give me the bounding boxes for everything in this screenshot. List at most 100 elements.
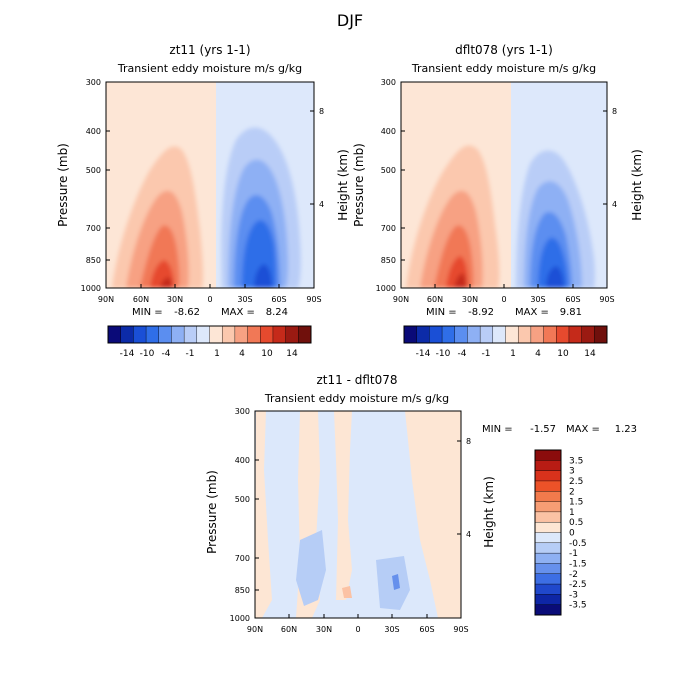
panel-title: zt11 (yrs 1-1) bbox=[169, 43, 250, 57]
colorbar-tick-label: 14 bbox=[286, 349, 298, 359]
x-tick-label: 0 bbox=[501, 295, 506, 304]
min-max-readout: MIN = -1.57 MAX = 1.23 bbox=[482, 424, 637, 435]
y-tick-label: 700 bbox=[86, 224, 101, 233]
colorbar-swatch bbox=[145, 325, 160, 344]
y-ticks-right: 8 4 bbox=[457, 437, 471, 539]
colorbar-tick-label: 0 bbox=[569, 529, 575, 539]
y-axis-label-right: Height (km) bbox=[630, 149, 644, 220]
y-tick-label-right: 4 bbox=[319, 200, 324, 209]
x-tick-label: 90S bbox=[599, 295, 614, 304]
min-label: MIN = bbox=[482, 424, 513, 435]
max-label: MAX = bbox=[221, 307, 255, 318]
x-tick-label: 30N bbox=[316, 625, 332, 634]
x-tick-label: 60S bbox=[565, 295, 580, 304]
colorbar-swatch bbox=[247, 325, 261, 344]
x-tick-label: 90N bbox=[247, 625, 263, 634]
y-ticks-right: 8 4 bbox=[310, 107, 324, 209]
colorbar-swatch bbox=[183, 325, 198, 344]
plot-area bbox=[401, 82, 607, 288]
x-tick-label: 60N bbox=[427, 295, 443, 304]
colorbar-swatch bbox=[133, 325, 147, 344]
colorbar-swatch bbox=[568, 325, 583, 344]
x-tick-label: 30N bbox=[167, 295, 183, 304]
x-tick-label: 0 bbox=[207, 295, 212, 304]
colorbar-tick-label: 0.5 bbox=[569, 518, 583, 528]
y-tick-label-right: 8 bbox=[612, 107, 617, 116]
y-tick-marks-right bbox=[310, 110, 314, 205]
y-tick-label: 850 bbox=[381, 256, 396, 265]
colorbar-swatch bbox=[534, 552, 562, 564]
y-tick-label: 300 bbox=[381, 78, 396, 87]
x-tick-label: 30S bbox=[530, 295, 545, 304]
colorbar-swatches bbox=[403, 325, 608, 344]
panel-title: dflt078 (yrs 1-1) bbox=[455, 43, 553, 57]
colorbar-swatch bbox=[298, 325, 312, 344]
colorbar-swatches bbox=[107, 325, 312, 344]
panel-difference: zt11 - dflt078 Transient eddy moisture m… bbox=[205, 373, 637, 634]
colorbar-swatch bbox=[107, 325, 122, 344]
x-tick-label: 30S bbox=[237, 295, 252, 304]
colorbar-swatch bbox=[534, 449, 562, 461]
y-ticks-left: 300 400 500 700 850 1000 bbox=[81, 78, 110, 293]
y-tick-label: 400 bbox=[381, 127, 396, 136]
x-tick-label: 90N bbox=[98, 295, 114, 304]
contour-neg-5 bbox=[546, 266, 564, 288]
colorbar-swatch bbox=[534, 573, 562, 585]
y-tick-marks bbox=[106, 81, 110, 289]
colorbar-tick-label: -4 bbox=[162, 349, 171, 359]
colorbar-swatches bbox=[534, 449, 562, 616]
colorbar: -14 -10 -4 -1 1 4 10 14 bbox=[107, 325, 312, 359]
y-ticks-right: 8 4 bbox=[603, 107, 617, 209]
max-value: 1.23 bbox=[615, 424, 637, 435]
min-value: -8.62 bbox=[174, 307, 200, 318]
colorbar-swatch bbox=[260, 325, 274, 344]
max-value: 9.81 bbox=[560, 307, 582, 318]
colorbar-tick-label: -3.5 bbox=[569, 601, 587, 611]
colorbar: -14 -10 -4 -1 1 4 10 14 bbox=[403, 325, 608, 359]
colorbar-swatch bbox=[534, 521, 562, 534]
colorbar-swatch bbox=[556, 325, 570, 344]
y-tick-label-right: 4 bbox=[466, 530, 471, 539]
colorbar-tick-label: -2.5 bbox=[569, 580, 587, 590]
colorbar-swatch bbox=[403, 325, 418, 344]
colorbar-swatch bbox=[120, 325, 134, 344]
y-tick-label: 1000 bbox=[81, 284, 101, 293]
colorbar-swatch bbox=[429, 325, 443, 344]
y-ticks-left: 300 400 500 700 850 1000 bbox=[230, 407, 259, 623]
y-tick-label: 700 bbox=[381, 224, 396, 233]
colorbar-swatch bbox=[479, 325, 494, 344]
panel-subtitle: Transient eddy moisture m/s g/kg bbox=[411, 62, 596, 75]
colorbar-tick-label: -14 bbox=[120, 349, 135, 359]
y-tick-label: 400 bbox=[235, 456, 250, 465]
colorbar-tick-label: -10 bbox=[140, 349, 155, 359]
y-tick-label: 500 bbox=[86, 166, 101, 175]
colorbar-swatch bbox=[534, 563, 562, 575]
band-pos-darker bbox=[342, 586, 352, 598]
y-tick-label: 500 bbox=[235, 495, 250, 504]
x-tick-label: 90S bbox=[306, 295, 321, 304]
colorbar-swatch bbox=[534, 604, 562, 616]
colorbar-swatch bbox=[196, 325, 211, 344]
colorbar-swatch bbox=[581, 325, 595, 344]
max-label: MAX = bbox=[515, 307, 549, 318]
x-tick-label: 0 bbox=[355, 625, 360, 634]
x-ticks: 90N 60N 30N 0 30S 60S 90S bbox=[98, 284, 322, 304]
colorbar-tick-label: 4 bbox=[535, 349, 541, 359]
colorbar-tick-label: 3 bbox=[569, 467, 575, 477]
x-tick-marks bbox=[288, 614, 428, 618]
colorbar-swatch bbox=[416, 325, 430, 344]
colorbar-swatch bbox=[454, 325, 468, 344]
y-tick-label-right: 4 bbox=[612, 200, 617, 209]
y-tick-marks-right bbox=[457, 440, 461, 535]
max-value: 8.24 bbox=[266, 307, 288, 318]
colorbar: 3.532.521.510.50-0.5-1-1.5-2-2.5-3-3.5 bbox=[534, 449, 587, 616]
colorbar-tick-label: -14 bbox=[416, 349, 431, 359]
y-axis-label-right: Height (km) bbox=[482, 476, 496, 547]
colorbar-swatch bbox=[530, 325, 545, 344]
colorbar-tick-label: -2 bbox=[569, 570, 578, 580]
y-tick-marks bbox=[401, 81, 405, 289]
colorbar-swatch bbox=[517, 325, 532, 344]
colorbar-swatch bbox=[534, 583, 562, 595]
y-tick-marks bbox=[255, 410, 259, 619]
